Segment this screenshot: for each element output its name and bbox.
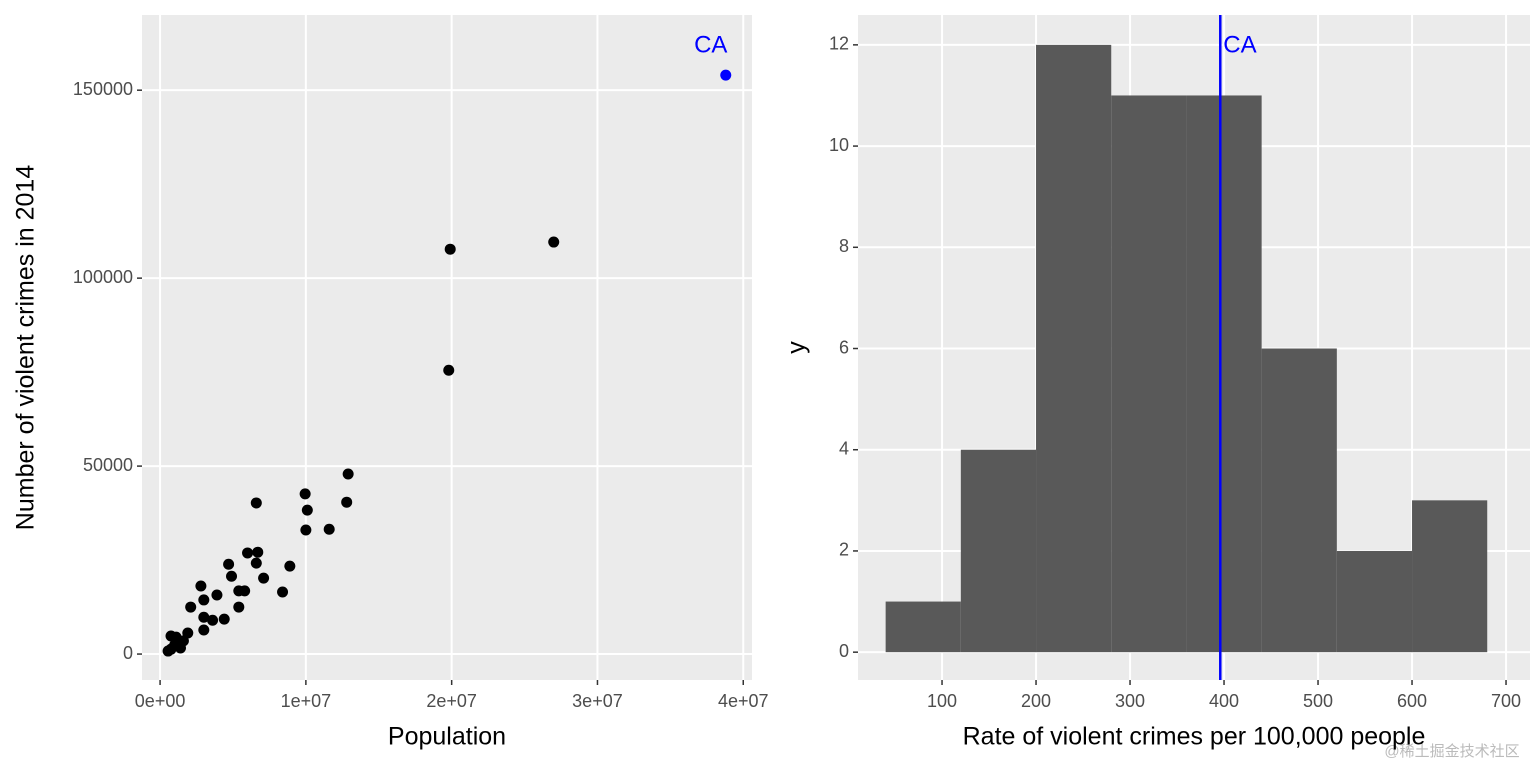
point	[341, 496, 353, 508]
point	[342, 468, 354, 480]
x-tick-label: 700	[1491, 691, 1521, 711]
y-tick-label: 10	[829, 135, 849, 155]
y-tick-label: 0	[123, 643, 133, 663]
x-tick-label: 500	[1303, 691, 1333, 711]
y-tick-label: 8	[839, 236, 849, 256]
point	[185, 601, 197, 613]
point	[207, 614, 219, 626]
y-tick-label: 50000	[83, 455, 133, 475]
x-tick-label: 0e+00	[135, 691, 186, 711]
point	[548, 236, 560, 248]
point	[211, 589, 223, 601]
x-axis-title: Population	[388, 723, 506, 751]
y-tick-label: 0	[839, 641, 849, 661]
point	[250, 497, 262, 509]
watermark: @稀土掘金技术社区	[1384, 743, 1519, 760]
point	[323, 523, 335, 535]
point	[444, 243, 456, 255]
bar	[885, 601, 961, 653]
point	[300, 524, 312, 536]
y-tick-label: 6	[839, 337, 849, 357]
y-axis-title: Number of violent crimes in 2014	[12, 165, 40, 531]
x-tick-label: 200	[1021, 691, 1051, 711]
x-tick-label: 3e+07	[572, 691, 623, 711]
point	[443, 364, 455, 376]
point	[165, 630, 177, 642]
y-tick-label: 2	[839, 540, 849, 560]
bar	[1261, 348, 1337, 653]
x-axis-title: Rate of violent crimes per 100,000 peopl…	[963, 723, 1426, 751]
x-tick-label: 2e+07	[426, 691, 477, 711]
point	[252, 546, 264, 558]
bar	[1186, 95, 1262, 653]
point	[250, 557, 262, 569]
y-tick-label: 4	[839, 438, 849, 458]
bar	[1412, 500, 1488, 653]
x-tick-label: 600	[1397, 691, 1427, 711]
point	[198, 624, 210, 636]
x-tick-label: 100	[927, 691, 957, 711]
bar	[960, 449, 1037, 653]
y-tick-label: 100000	[73, 267, 133, 287]
point	[301, 504, 313, 516]
bar	[1336, 550, 1413, 653]
panel-background	[142, 15, 752, 680]
point	[242, 547, 254, 559]
bar	[1111, 95, 1187, 653]
bar	[1036, 44, 1112, 653]
point	[258, 572, 270, 584]
x-tick-label: 1e+07	[281, 691, 332, 711]
point	[198, 594, 210, 606]
point	[299, 488, 311, 500]
point	[277, 586, 289, 598]
point	[233, 601, 245, 613]
point	[169, 639, 181, 651]
point	[226, 570, 238, 582]
point	[218, 613, 230, 625]
y-axis-title: y	[783, 341, 811, 354]
point	[233, 585, 245, 597]
point	[284, 560, 296, 572]
highlight-label: CA	[694, 31, 727, 58]
x-tick-label: 300	[1115, 691, 1145, 711]
point	[195, 580, 207, 592]
point	[198, 611, 210, 623]
y-tick-label: 12	[829, 34, 849, 54]
reference-label: CA	[1223, 31, 1256, 58]
x-tick-label: 400	[1209, 691, 1239, 711]
y-tick-label: 150000	[73, 79, 133, 99]
x-tick-label: 4e+07	[718, 691, 769, 711]
point	[223, 558, 235, 570]
highlight-point	[720, 69, 732, 81]
